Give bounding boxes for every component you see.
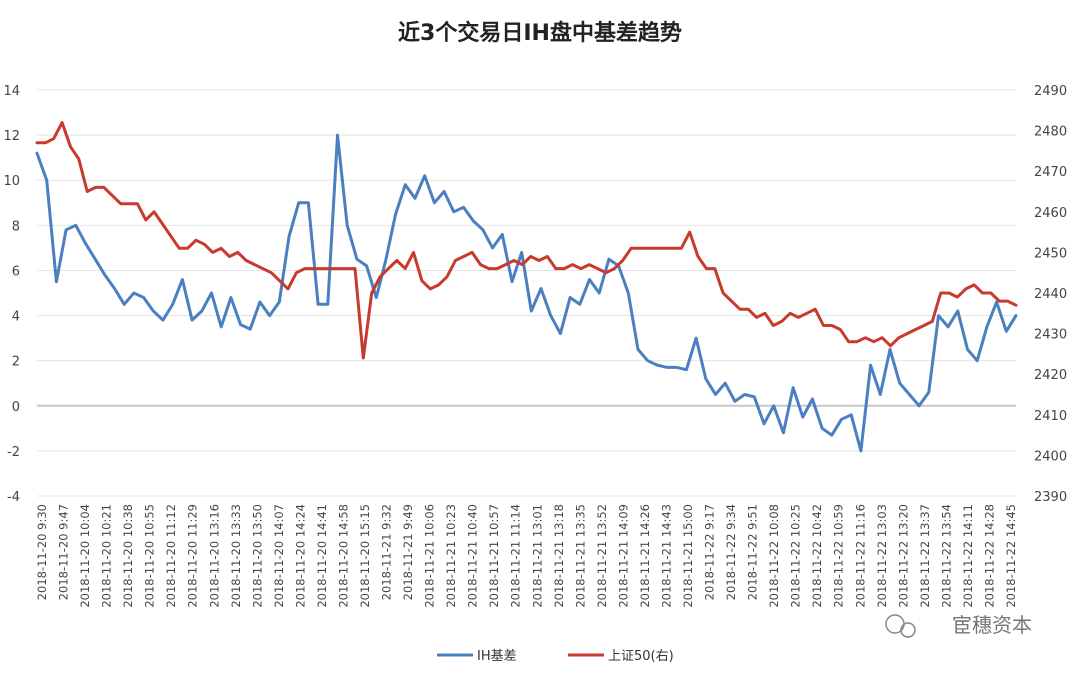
- x-tick-label: 2018-11-21 13:01: [530, 504, 544, 608]
- y-right-tick-label: 2460: [1034, 206, 1067, 221]
- x-tick-label: 2018-11-22 10:08: [767, 504, 781, 608]
- x-tick-label: 2018-11-20 10:21: [100, 504, 114, 608]
- x-tick-label: 2018-11-20 13:33: [229, 504, 243, 608]
- x-tick-label: 2018-11-22 9:51: [746, 504, 760, 600]
- series-line-ih-basis: [35, 133, 1018, 453]
- x-tick-label: 2018-11-22 13:03: [875, 504, 889, 608]
- watermark-text: 宦穗资本: [952, 613, 1032, 637]
- x-tick-label: 2018-11-22 14:11: [961, 504, 975, 608]
- series-group: [35, 121, 1018, 453]
- x-tick-label: 2018-11-22 14:45: [1004, 504, 1018, 608]
- x-tick-label: 2018-11-20 14:41: [315, 504, 329, 608]
- x-tick-label: 2018-11-22 13:54: [939, 504, 953, 608]
- y-left-tick-label: -2: [7, 445, 20, 460]
- x-tick-label: 2018-11-20 13:50: [250, 504, 264, 608]
- x-tick-label: 2018-11-21 11:14: [509, 504, 523, 608]
- legend: IH基差 上证50(右): [437, 649, 674, 664]
- legend-label: IH基差: [477, 649, 517, 664]
- x-tick-label: 2018-11-20 15:15: [358, 504, 372, 608]
- y-axis-right: 2390 2400 2410 2420 2430 2440 2450 2460 2470 2480…: [1034, 84, 1067, 505]
- wechat-icon-small: [900, 622, 916, 638]
- x-axis: 2018-11-20 9:30 2018-11-20 9:47 2018-11-20…: [35, 504, 1018, 608]
- x-tick-label: 2018-11-21 14:43: [659, 504, 673, 608]
- y-left-tick-label: 14: [3, 84, 20, 99]
- x-tick-label: 2018-11-21 14:09: [616, 504, 630, 608]
- y-left-tick-label: 4: [12, 310, 20, 325]
- y-left-tick-label: 2: [12, 355, 20, 370]
- y-axis-left: -4 -2 0 2 4 6 8 10 12 14: [3, 84, 20, 505]
- y-left-tick-label: 6: [12, 264, 20, 279]
- x-tick-label: 2018-11-20 11:12: [164, 504, 178, 608]
- x-tick-label: 2018-11-21 10:57: [487, 504, 501, 608]
- y-left-tick-label: 12: [3, 129, 20, 144]
- y-right-tick-label: 2420: [1034, 368, 1067, 383]
- x-tick-label: 2018-11-20 14:24: [293, 504, 307, 608]
- grid: [37, 89, 1016, 497]
- x-tick-label: 2018-11-21 10:40: [466, 504, 480, 608]
- y-right-tick-label: 2390: [1034, 490, 1067, 505]
- x-tick-label: 2018-11-21 13:35: [573, 504, 587, 608]
- x-tick-label: 2018-11-20 14:07: [272, 504, 286, 608]
- y-left-tick-label: -4: [7, 490, 20, 505]
- x-tick-label: 2018-11-20 9:30: [35, 504, 49, 600]
- y-left-tick-label: 0: [12, 400, 20, 415]
- y-right-tick-label: 2480: [1034, 125, 1067, 140]
- watermark: 宦穗资本: [885, 613, 1032, 638]
- x-tick-label: 2018-11-22 14:28: [982, 504, 996, 608]
- x-tick-label: 2018-11-21 13:18: [552, 504, 566, 608]
- x-tick-label: 2018-11-22 9:34: [724, 504, 738, 600]
- x-tick-label: 2018-11-22 11:16: [853, 504, 867, 608]
- x-tick-label: 2018-11-21 9:49: [401, 504, 415, 600]
- series-line-sz50: [35, 121, 1018, 360]
- x-tick-label: 2018-11-20 10:04: [78, 504, 92, 608]
- y-right-tick-label: 2440: [1034, 287, 1067, 302]
- legend-label: 上证50(右): [608, 649, 674, 664]
- x-tick-label: 2018-11-22 10:25: [789, 504, 803, 608]
- y-right-tick-label: 2430: [1034, 328, 1067, 343]
- x-tick-label: 2018-11-22 13:37: [918, 504, 932, 608]
- y-right-tick-label: 2400: [1034, 449, 1067, 464]
- y-left-tick-label: 10: [3, 174, 20, 189]
- x-tick-label: 2018-11-20 11:29: [186, 504, 200, 608]
- x-tick-label: 2018-11-21 9:32: [380, 504, 394, 600]
- y-right-tick-label: 2410: [1034, 409, 1067, 424]
- x-tick-label: 2018-11-21 10:06: [423, 504, 437, 608]
- x-tick-label: 2018-11-20 9:47: [57, 504, 71, 600]
- x-tick-label: 2018-11-21 15:00: [681, 504, 695, 608]
- x-tick-label: 2018-11-22 13:20: [896, 504, 910, 608]
- x-tick-label: 2018-11-20 14:58: [336, 504, 350, 608]
- x-tick-label: 2018-11-22 10:59: [832, 504, 846, 608]
- y-right-tick-label: 2450: [1034, 246, 1067, 261]
- x-tick-label: 2018-11-20 10:55: [143, 504, 157, 608]
- y-left-tick-label: 8: [12, 219, 20, 234]
- x-tick-label: 2018-11-21 10:23: [444, 504, 458, 608]
- chart-title: 近3个交易日IH盘中基差趋势: [398, 20, 682, 46]
- x-tick-label: 2018-11-21 14:26: [638, 504, 652, 608]
- y-right-tick-label: 2470: [1034, 165, 1067, 180]
- x-tick-label: 2018-11-20 13:16: [207, 504, 221, 608]
- x-tick-label: 2018-11-21 13:52: [595, 504, 609, 608]
- y-right-tick-label: 2490: [1034, 84, 1067, 99]
- x-tick-label: 2018-11-22 10:42: [810, 504, 824, 608]
- x-tick-label: 2018-11-22 9:17: [703, 504, 717, 600]
- x-tick-label: 2018-11-20 10:38: [121, 504, 135, 608]
